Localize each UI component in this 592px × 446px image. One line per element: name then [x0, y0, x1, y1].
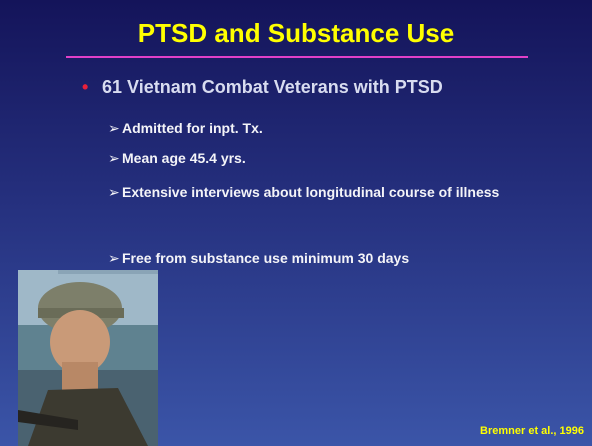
- photo: [18, 270, 158, 446]
- slide-title: PTSD and Substance Use: [0, 18, 592, 49]
- bullet-text: 61 Vietnam Combat Veterans with PTSD: [102, 77, 443, 97]
- sub-bullet: Admitted for inpt. Tx.: [108, 119, 572, 137]
- title-rule: [66, 56, 528, 58]
- slide: PTSD and Substance Use 61 Vietnam Combat…: [0, 0, 592, 446]
- sub-bullet: Extensive interviews about longitudinal …: [108, 183, 572, 201]
- citation: Bremner et al., 1996: [480, 425, 584, 437]
- sub-bullet: Free from substance use minimum 30 days: [108, 249, 572, 267]
- sub-bullet: Mean age 45.4 yrs.: [108, 149, 572, 167]
- main-bullet: 61 Vietnam Combat Veterans with PTSD: [98, 77, 443, 98]
